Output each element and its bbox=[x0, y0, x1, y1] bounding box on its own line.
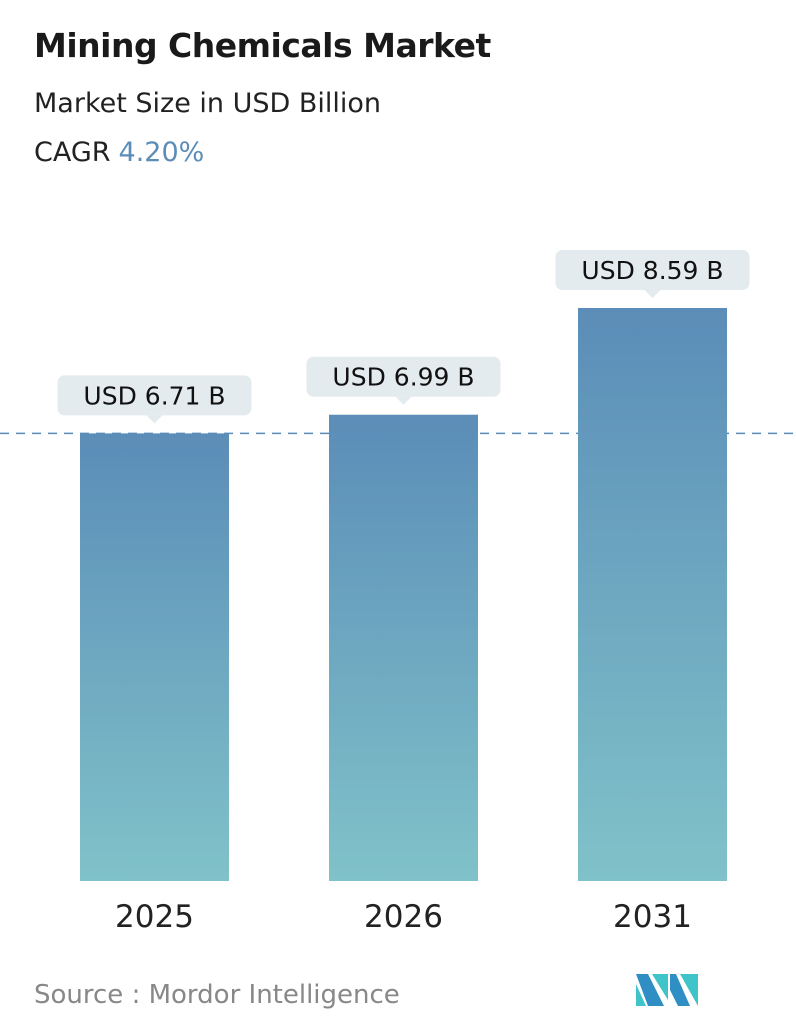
source-note: Source : Mordor Intelligence bbox=[34, 980, 400, 1010]
data-label-pointer bbox=[146, 415, 163, 424]
data-label-box bbox=[555, 250, 750, 290]
bar-2025 bbox=[80, 433, 229, 881]
bar-2026 bbox=[329, 414, 478, 881]
x-tick-label: 2026 bbox=[364, 899, 443, 935]
data-label-box bbox=[57, 375, 252, 416]
data-label-pointer bbox=[644, 290, 661, 298]
data-label-box bbox=[306, 356, 501, 397]
bar-2031 bbox=[578, 308, 727, 881]
chart-subtitle: Market Size in USD Billion bbox=[34, 88, 382, 119]
x-tick-label: 2025 bbox=[115, 899, 194, 935]
data-label: USD 6.99 B bbox=[332, 363, 474, 392]
mordor-intelligence-logo bbox=[636, 974, 698, 1006]
data-label-pointer bbox=[395, 396, 412, 405]
bar-chart: USD 6.71 B 2025 USD 6.99 B 2026 USD 8.59 B 20… bbox=[0, 250, 796, 935]
x-tick-label: 2031 bbox=[613, 899, 692, 935]
cagr-label: CAGR bbox=[34, 137, 111, 168]
cagr-value: 4.20% bbox=[118, 137, 205, 168]
cagr: CAGR 4.20% bbox=[34, 137, 204, 168]
data-label: USD 8.59 B bbox=[581, 256, 723, 285]
data-label: USD 6.71 B bbox=[83, 381, 225, 410]
chart-title: Mining Chemicals Market bbox=[34, 26, 491, 65]
